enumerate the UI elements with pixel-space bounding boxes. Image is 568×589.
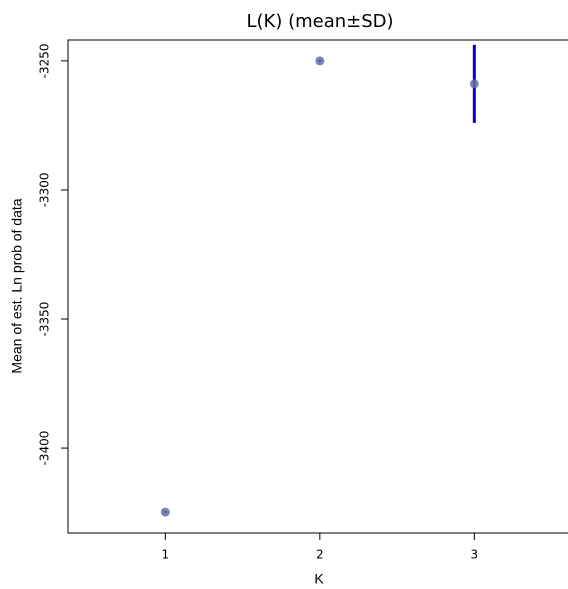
y-tick-label: -3250 [38,43,52,78]
y-tick-label: -3300 [38,173,52,208]
point [469,79,479,89]
x-tick-label: 1 [162,548,170,562]
y-axis-title: Mean of est. Ln prob of data [9,198,25,373]
point [315,56,325,66]
x-tick-label: 2 [316,548,324,562]
y-tick-label: -3400 [38,431,52,466]
point [160,507,170,517]
x-axis-title: K [314,571,324,587]
chart-title: L(K) (mean±SD) [246,11,393,32]
plot-frame [67,39,568,534]
y-tick-label: -3350 [38,302,52,337]
x-tick-label: 3 [471,548,479,562]
